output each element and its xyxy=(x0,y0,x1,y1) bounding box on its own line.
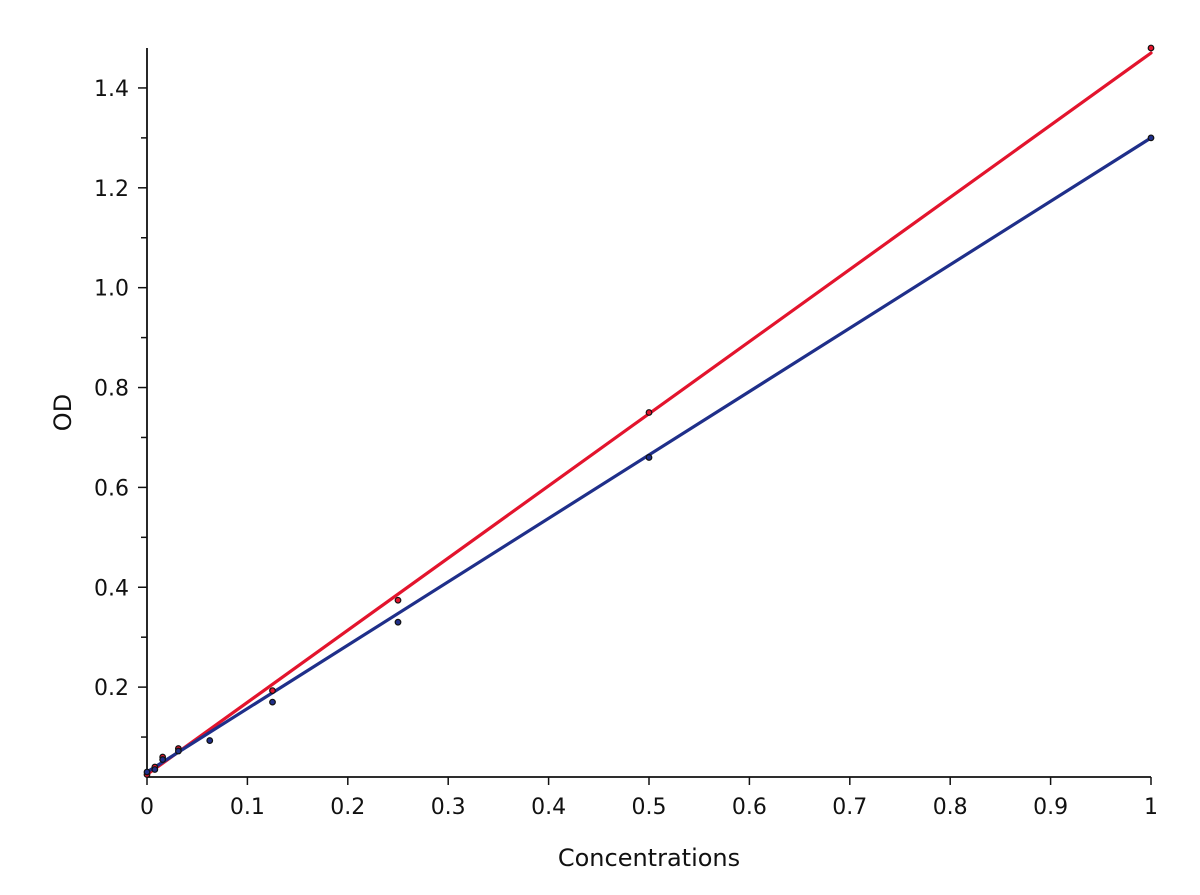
x-tick-label: 0.2 xyxy=(330,795,365,820)
x-tick-label: 1 xyxy=(1144,795,1158,820)
x-tick-label: 0.9 xyxy=(1033,795,1068,820)
axes xyxy=(138,48,1152,785)
x-tick-label: 0 xyxy=(140,795,154,820)
y-tick-label: 0.8 xyxy=(94,377,129,402)
y-axis-title: OD xyxy=(49,394,77,431)
x-axis-title: Concentrations xyxy=(558,844,740,872)
data-point-series-1 xyxy=(394,596,402,604)
data-point-series-1 xyxy=(645,409,653,416)
x-tick-label: 0.4 xyxy=(531,795,566,820)
y-tick-label: 1.4 xyxy=(94,77,129,102)
data-point-series-2 xyxy=(645,454,653,461)
y-tick-label: 0.4 xyxy=(94,576,129,601)
y-tick-label: 1.0 xyxy=(94,277,129,302)
data-point-series-2 xyxy=(143,768,151,776)
x-tick-label: 0.5 xyxy=(632,795,667,820)
data-point-series-1 xyxy=(269,687,276,695)
data-point-series-2 xyxy=(151,766,159,773)
axis-labels: 0 0.1 0.2 0.3 0.4 0.5 0.6 0.7 0.8 0.9 1 0.2 0.4 0.6 0.… xyxy=(49,77,1158,872)
y-tick-label: 1.2 xyxy=(94,177,129,202)
y-tick-label: 0.2 xyxy=(94,676,129,701)
data-points xyxy=(143,44,1155,778)
x-tick-label: 0.6 xyxy=(732,795,767,820)
data-point-series-2 xyxy=(1147,134,1155,142)
data-point-series-2 xyxy=(159,756,167,763)
x-tick-label: 0.1 xyxy=(230,795,265,820)
data-point-series-2 xyxy=(174,747,182,755)
x-tick-label: 0.3 xyxy=(431,795,466,820)
data-point-series-2 xyxy=(206,737,214,744)
y-tick-label: 0.6 xyxy=(94,476,129,501)
data-point-series-1 xyxy=(1147,44,1155,52)
data-point-series-2 xyxy=(394,618,402,626)
x-tick-label: 0.7 xyxy=(832,795,867,820)
data-point-series-2 xyxy=(269,698,276,706)
x-tick-label: 0.8 xyxy=(933,795,968,820)
